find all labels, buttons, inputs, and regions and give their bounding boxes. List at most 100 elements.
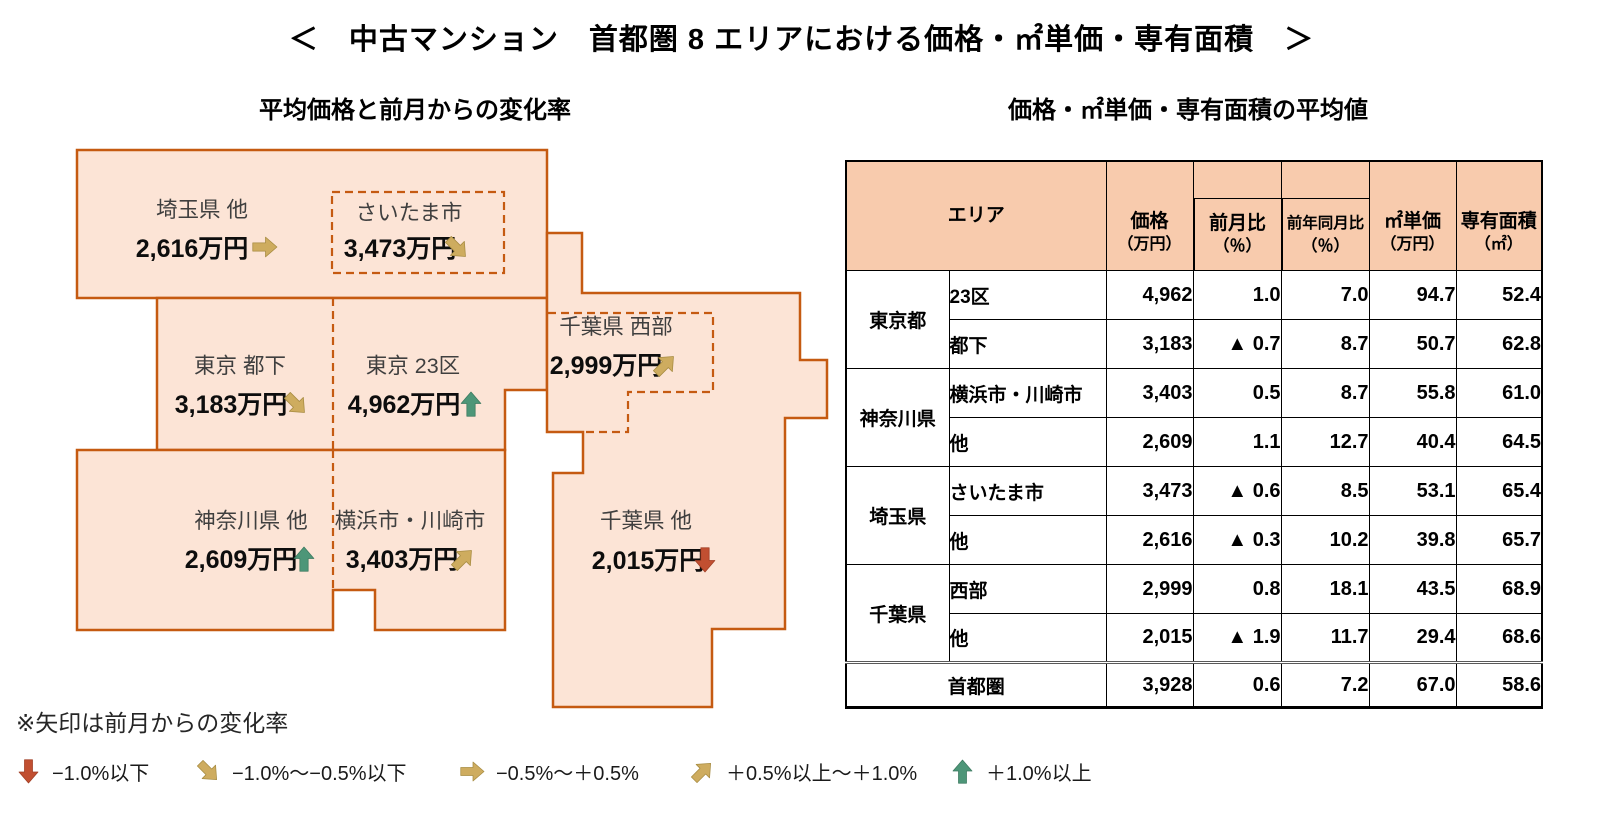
table-total-row: 首都圏 3,928 0.6 7.2 67.0 58.6 xyxy=(845,661,1543,708)
area-cell: 西部 xyxy=(948,564,1107,614)
legend-item: ＋0.5%以上～＋1.0% xyxy=(690,754,917,788)
price-cell: 3,928 xyxy=(1105,661,1194,708)
header-unit-l1: ㎡単価 xyxy=(1384,211,1442,232)
unit-cell: 40.4 xyxy=(1368,417,1457,467)
region-value: 2,609万円 xyxy=(185,546,298,574)
size-cell: 62.8 xyxy=(1455,319,1543,369)
region-value: 3,183万円 xyxy=(175,391,288,419)
size-cell: 58.6 xyxy=(1455,661,1543,708)
size-cell: 68.9 xyxy=(1455,564,1543,614)
header-area-label: エリア xyxy=(947,205,1005,226)
unit-cell: 53.1 xyxy=(1368,466,1457,516)
legend-label: −0.5%～＋0.5% xyxy=(496,762,639,785)
pref-cell: 東京都 xyxy=(845,270,950,369)
mom-cell: 1.0 xyxy=(1192,270,1282,320)
arrow-right-icon xyxy=(460,759,485,784)
area-cell: 他 xyxy=(948,417,1107,467)
yoy-cell: 10.2 xyxy=(1280,515,1370,565)
map-region-kanagawa xyxy=(75,448,507,632)
arrow-up-right-icon xyxy=(690,759,715,784)
table-row: 都下 3,183 ▲ 0.7 8.7 50.7 62.8 xyxy=(846,319,1543,369)
arrow-up-icon xyxy=(950,759,975,784)
unit-cell: 55.8 xyxy=(1368,368,1457,418)
area-cell: 他 xyxy=(948,515,1107,565)
yoy-cell: 8.7 xyxy=(1280,319,1370,369)
size-cell: 65.7 xyxy=(1455,515,1543,565)
header-mom-box: 前月比 （％） xyxy=(1194,198,1281,270)
legend-label: −1.0%以下 xyxy=(52,762,150,785)
region-map: 埼玉県 他 2,616万円 さいたま市 3,473万円 東京 都下 3,183万… xyxy=(75,148,829,709)
page-title: ＜ 中古マンション 首都圏 8 エリアにおける価格・㎡単価・専有面積 ＞ xyxy=(288,24,1315,56)
map-subtitle: 平均価格と前月からの変化率 xyxy=(259,97,571,124)
yoy-cell: 11.7 xyxy=(1280,613,1370,663)
legend-label: −1.0%～−0.5%以下 xyxy=(232,762,407,785)
price-cell: 4,962 xyxy=(1105,270,1194,320)
arrow-down-right-icon xyxy=(196,759,221,784)
yoy-cell: 8.7 xyxy=(1280,368,1370,418)
area-cell: 横浜市・川崎市 xyxy=(948,368,1107,418)
region-label: 東京 23区 xyxy=(366,354,460,378)
legend-label: ＋0.5%以上～＋1.0% xyxy=(726,762,918,785)
footnote: ※矢印は前月からの変化率 xyxy=(16,710,289,736)
unit-cell: 50.7 xyxy=(1368,319,1457,369)
header-price: 価格 （万円） xyxy=(1105,160,1194,271)
region-value: 3,473万円 xyxy=(344,235,457,263)
mom-cell: 0.6 xyxy=(1192,661,1282,708)
map-region-saitama xyxy=(75,148,549,300)
yoy-cell: 7.2 xyxy=(1280,661,1370,708)
header-mom: 前月比 （％） xyxy=(1192,160,1282,271)
unit-cell: 39.8 xyxy=(1368,515,1457,565)
mom-cell: 0.8 xyxy=(1192,564,1282,614)
size-cell: 65.4 xyxy=(1455,466,1543,516)
yoy-cell: 7.0 xyxy=(1280,270,1370,320)
header-yoy-l2: （％） xyxy=(1301,237,1350,255)
mom-cell: 1.1 xyxy=(1192,417,1282,467)
legend-label: ＋1.0%以上 xyxy=(986,762,1092,785)
region-label: 横浜市・川崎市 xyxy=(335,509,486,533)
table-row: 千葉県 西部 2,999 0.8 18.1 43.5 68.9 xyxy=(845,564,1543,663)
map-region-chiba xyxy=(545,231,829,709)
table-row: 埼玉県 さいたま市 3,473 ▲ 0.6 8.5 53.1 65.4 xyxy=(845,466,1543,565)
legend-item: −0.5%～＋0.5% xyxy=(460,754,639,788)
region-value: 2,015万円 xyxy=(592,547,705,575)
header-price-l2: （万円） xyxy=(1117,236,1182,253)
legend-item: ＋1.0%以上 xyxy=(950,754,1092,788)
header-size-l2: （㎡） xyxy=(1474,236,1523,253)
region-label: 神奈川県 他 xyxy=(194,509,307,533)
yoy-cell: 12.7 xyxy=(1280,417,1370,467)
price-cell: 2,999 xyxy=(1105,564,1194,614)
region-label: 千葉県 他 xyxy=(600,509,692,533)
header-size-l1: 専有面積 xyxy=(1460,211,1537,232)
mom-cell: ▲ 0.3 xyxy=(1192,515,1282,565)
size-cell: 64.5 xyxy=(1455,417,1543,467)
unit-cell: 43.5 xyxy=(1368,564,1457,614)
price-cell: 3,473 xyxy=(1105,466,1194,516)
mom-cell: 0.5 xyxy=(1192,368,1282,418)
table-subtitle: 価格・㎡単価・専有面積の平均値 xyxy=(1008,97,1368,124)
stats-table: エリア 価格 （万円） 前月比 （％） 前年同月比 （％） xyxy=(845,160,1544,709)
pref-cell: 埼玉県 xyxy=(845,466,950,565)
legend-item: −1.0%以下 xyxy=(16,754,149,788)
header-yoy: 前年同月比 （％） xyxy=(1280,160,1370,271)
region-label: 東京 都下 xyxy=(194,354,286,378)
region-value: 2,616万円 xyxy=(136,235,249,263)
unit-cell: 67.0 xyxy=(1368,661,1457,708)
header-size: 専有面積 （㎡） xyxy=(1455,160,1543,271)
arrow-down-icon xyxy=(16,759,41,784)
yoy-cell: 8.5 xyxy=(1280,466,1370,516)
mom-cell: ▲ 0.6 xyxy=(1192,466,1282,516)
region-value: 3,403万円 xyxy=(346,546,459,574)
table-row: 他 2,609 1.1 12.7 40.4 64.5 xyxy=(846,417,1543,467)
area-cell: 23区 xyxy=(948,270,1107,320)
total-label-cell: 首都圏 xyxy=(845,661,1107,708)
region-value: 2,999万円 xyxy=(550,352,663,380)
price-cell: 2,616 xyxy=(1105,515,1194,565)
price-cell: 2,609 xyxy=(1105,417,1194,467)
legend-item: −1.0%～−0.5%以下 xyxy=(196,754,407,788)
table-row: 他 2,616 ▲ 0.3 10.2 39.8 65.7 xyxy=(846,515,1543,565)
unit-cell: 29.4 xyxy=(1368,613,1457,663)
size-cell: 68.6 xyxy=(1455,613,1543,663)
table-row: 神奈川県 横浜市・川崎市 3,403 0.5 8.7 55.8 61.0 xyxy=(845,368,1543,467)
header-unit-l2: （万円） xyxy=(1380,236,1445,253)
pref-cell: 神奈川県 xyxy=(845,368,950,467)
